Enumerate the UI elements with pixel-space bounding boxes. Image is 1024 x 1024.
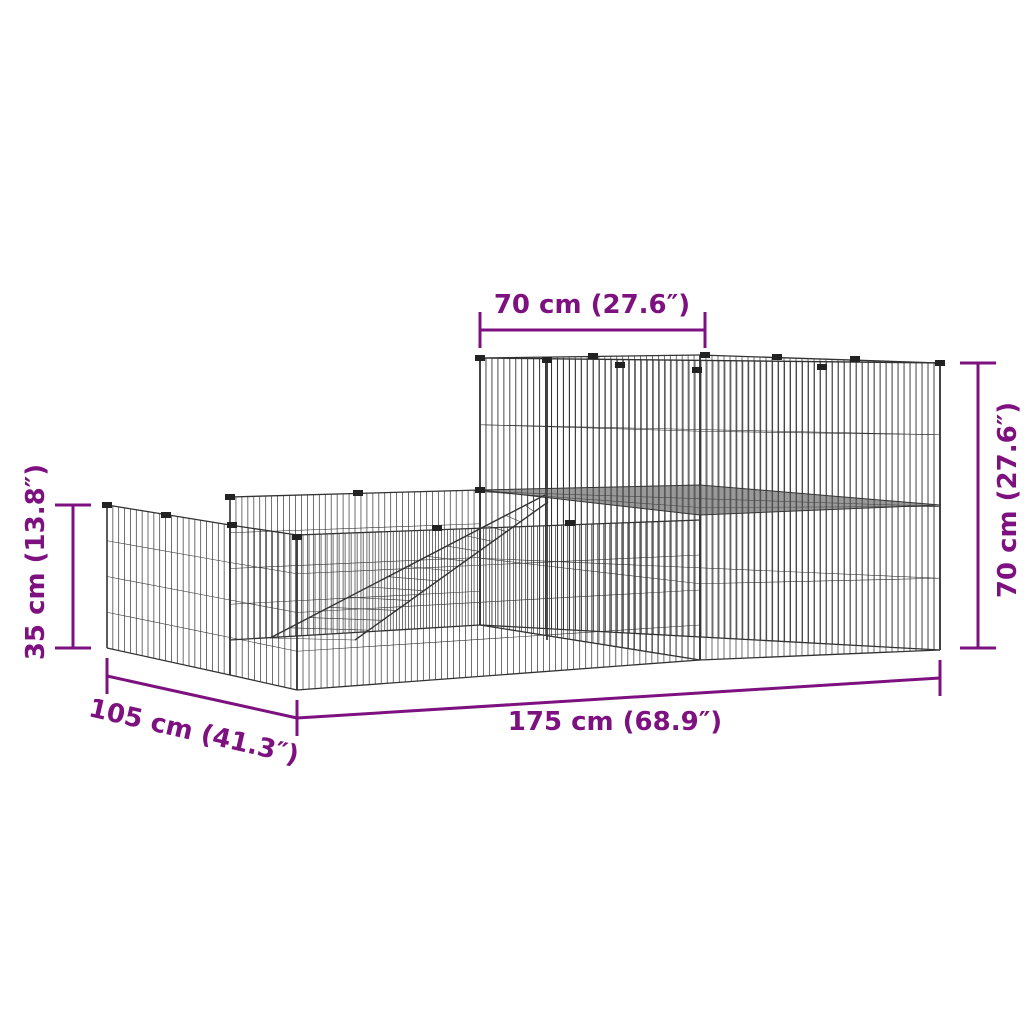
- top-width-label: 70 cm (27.6″): [494, 290, 690, 320]
- tall-height-label: 70 cm (27.6″): [993, 402, 1023, 598]
- low-height-label: 35 cm (13.8″): [21, 464, 51, 660]
- length-label: 175 cm (68.9″): [508, 707, 722, 737]
- pet-cage-illustration: [102, 352, 945, 691]
- dimension-top-width: 70 cm (27.6″): [478, 290, 707, 348]
- depth-label: 105 cm (41.3″): [86, 693, 302, 770]
- dimension-low-height: 35 cm (13.8″): [21, 464, 91, 660]
- dimension-depth: 105 cm (41.3″): [86, 658, 302, 771]
- dimension-length: 175 cm (68.9″): [296, 660, 942, 737]
- dimension-tall-height: 70 cm (27.6″): [960, 361, 1023, 650]
